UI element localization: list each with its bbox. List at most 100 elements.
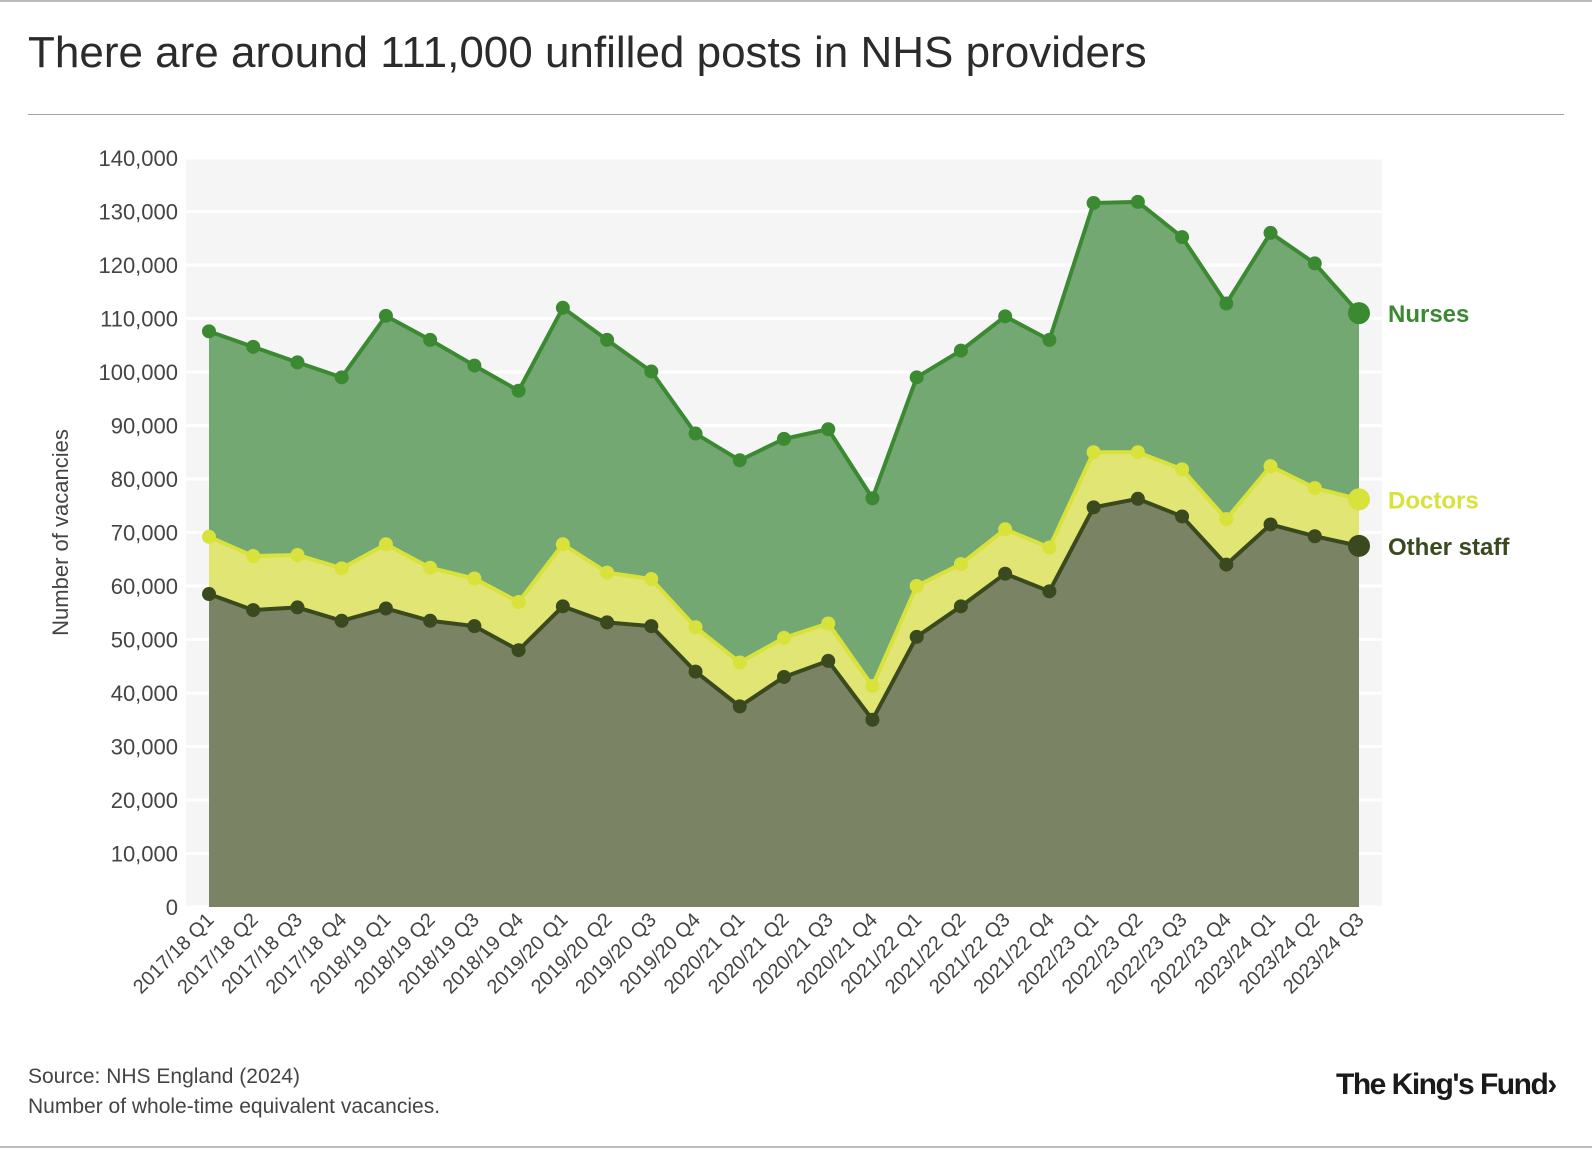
source-line: Source: NHS England (2024) (28, 1065, 300, 1088)
y-tick-label: 10,000 (111, 842, 178, 867)
point-doctors (555, 537, 570, 552)
y-tick-label: 0 (166, 895, 178, 920)
y-tick-label: 50,000 (111, 628, 178, 653)
point-doctors (777, 630, 791, 645)
point-other-staff (688, 664, 703, 679)
y-tick-label: 90,000 (111, 414, 178, 439)
y-tick-label: 60,000 (111, 574, 178, 599)
source-note: Source: NHS England (2024) Number of who… (28, 1062, 440, 1122)
point-nurses (246, 339, 261, 354)
point-nurses (909, 370, 924, 385)
series-label-other-staff: Other staff (1388, 534, 1510, 561)
point-nurses (1042, 332, 1057, 347)
point-other-staff (1130, 491, 1145, 506)
y-tick-label: 20,000 (111, 788, 178, 813)
point-other-staff (246, 603, 261, 618)
y-tick-label: 30,000 (111, 735, 178, 760)
y-tick-label: 100,000 (98, 360, 178, 385)
point-other-staff (1175, 509, 1190, 524)
point-doctors (202, 529, 216, 544)
point-other-staff (1219, 557, 1234, 572)
y-tick-label: 140,000 (98, 146, 178, 171)
y-tick-label: 40,000 (111, 681, 178, 706)
point-nurses (511, 383, 526, 398)
point-doctors (467, 571, 482, 586)
point-other-staff (600, 615, 615, 630)
point-other-staff (1263, 517, 1278, 532)
note-line: Number of whole-time equivalent vacancie… (28, 1095, 441, 1118)
point-nurses (378, 308, 393, 323)
point-doctors (600, 565, 615, 580)
point-nurses (334, 370, 349, 385)
logo-text: The King's Fund (1336, 1068, 1549, 1101)
area-other-staff (209, 498, 1359, 907)
point-doctors (644, 572, 659, 587)
series-label-doctors: Doctors (1388, 487, 1479, 514)
point-doctors (821, 616, 836, 631)
stacked-area-chart: 0 10,000 20,000 30,000 40,000 50,000 60,000 70,… (48, 146, 1510, 998)
point-nurses (821, 422, 836, 437)
point-nurses (644, 364, 659, 379)
point-doctors (1307, 481, 1322, 496)
point-doctors (909, 579, 924, 593)
point-nurses (202, 324, 216, 339)
point-nurses (777, 431, 791, 446)
series-label-nurses: Nurses (1388, 301, 1469, 328)
point-nurses (1175, 230, 1190, 245)
point-doctors (1219, 512, 1234, 527)
point-other-staff (511, 643, 526, 658)
point-nurses (732, 453, 747, 468)
point-nurses (467, 358, 482, 373)
y-axis-label: Number of vacancies (48, 429, 73, 636)
point-doctors (1348, 488, 1370, 511)
point-doctors (1175, 462, 1190, 477)
point-other-staff (334, 613, 349, 628)
point-doctors (1263, 459, 1278, 474)
chart-title: There are around 111,000 unfilled posts … (28, 28, 1147, 77)
point-nurses (688, 426, 703, 441)
point-other-staff (378, 601, 393, 616)
point-nurses (1348, 302, 1370, 325)
point-other-staff (1348, 534, 1370, 557)
y-tick-label: 80,000 (111, 467, 178, 492)
point-nurses (423, 332, 438, 347)
point-other-staff (423, 613, 438, 628)
point-nurses (998, 309, 1013, 324)
point-doctors (246, 549, 261, 564)
point-other-staff (953, 599, 968, 614)
point-nurses (1263, 225, 1278, 240)
point-nurses (1086, 195, 1101, 210)
point-nurses (600, 332, 615, 347)
point-other-staff (290, 600, 305, 615)
chevron-right-icon: › (1547, 1068, 1557, 1101)
point-doctors (953, 557, 968, 572)
point-other-staff (467, 619, 482, 634)
kings-fund-logo: The King's Fund› (1336, 1068, 1557, 1102)
y-tick-label: 70,000 (111, 521, 178, 546)
title-divider (28, 114, 1564, 115)
point-doctors (511, 595, 526, 610)
point-other-staff (777, 669, 791, 684)
point-nurses (953, 343, 968, 358)
point-doctors (998, 522, 1013, 537)
y-tick-label: 120,000 (98, 253, 178, 278)
point-other-staff (1307, 529, 1322, 544)
point-nurses (555, 300, 570, 315)
point-doctors (334, 561, 349, 576)
bottom-rule (0, 1146, 1592, 1148)
y-tick-label: 110,000 (100, 307, 178, 332)
point-other-staff (865, 712, 880, 727)
point-doctors (1042, 540, 1057, 555)
point-doctors (1130, 445, 1145, 460)
point-other-staff (202, 587, 216, 602)
point-other-staff (555, 599, 570, 614)
point-nurses (1219, 296, 1234, 311)
area-doctors (209, 452, 1359, 720)
point-doctors (290, 547, 305, 562)
top-rule (0, 0, 1592, 2)
point-nurses (1130, 194, 1145, 209)
point-other-staff (644, 619, 659, 634)
point-doctors (1086, 445, 1101, 460)
point-other-staff (909, 629, 924, 644)
point-doctors (378, 537, 393, 552)
